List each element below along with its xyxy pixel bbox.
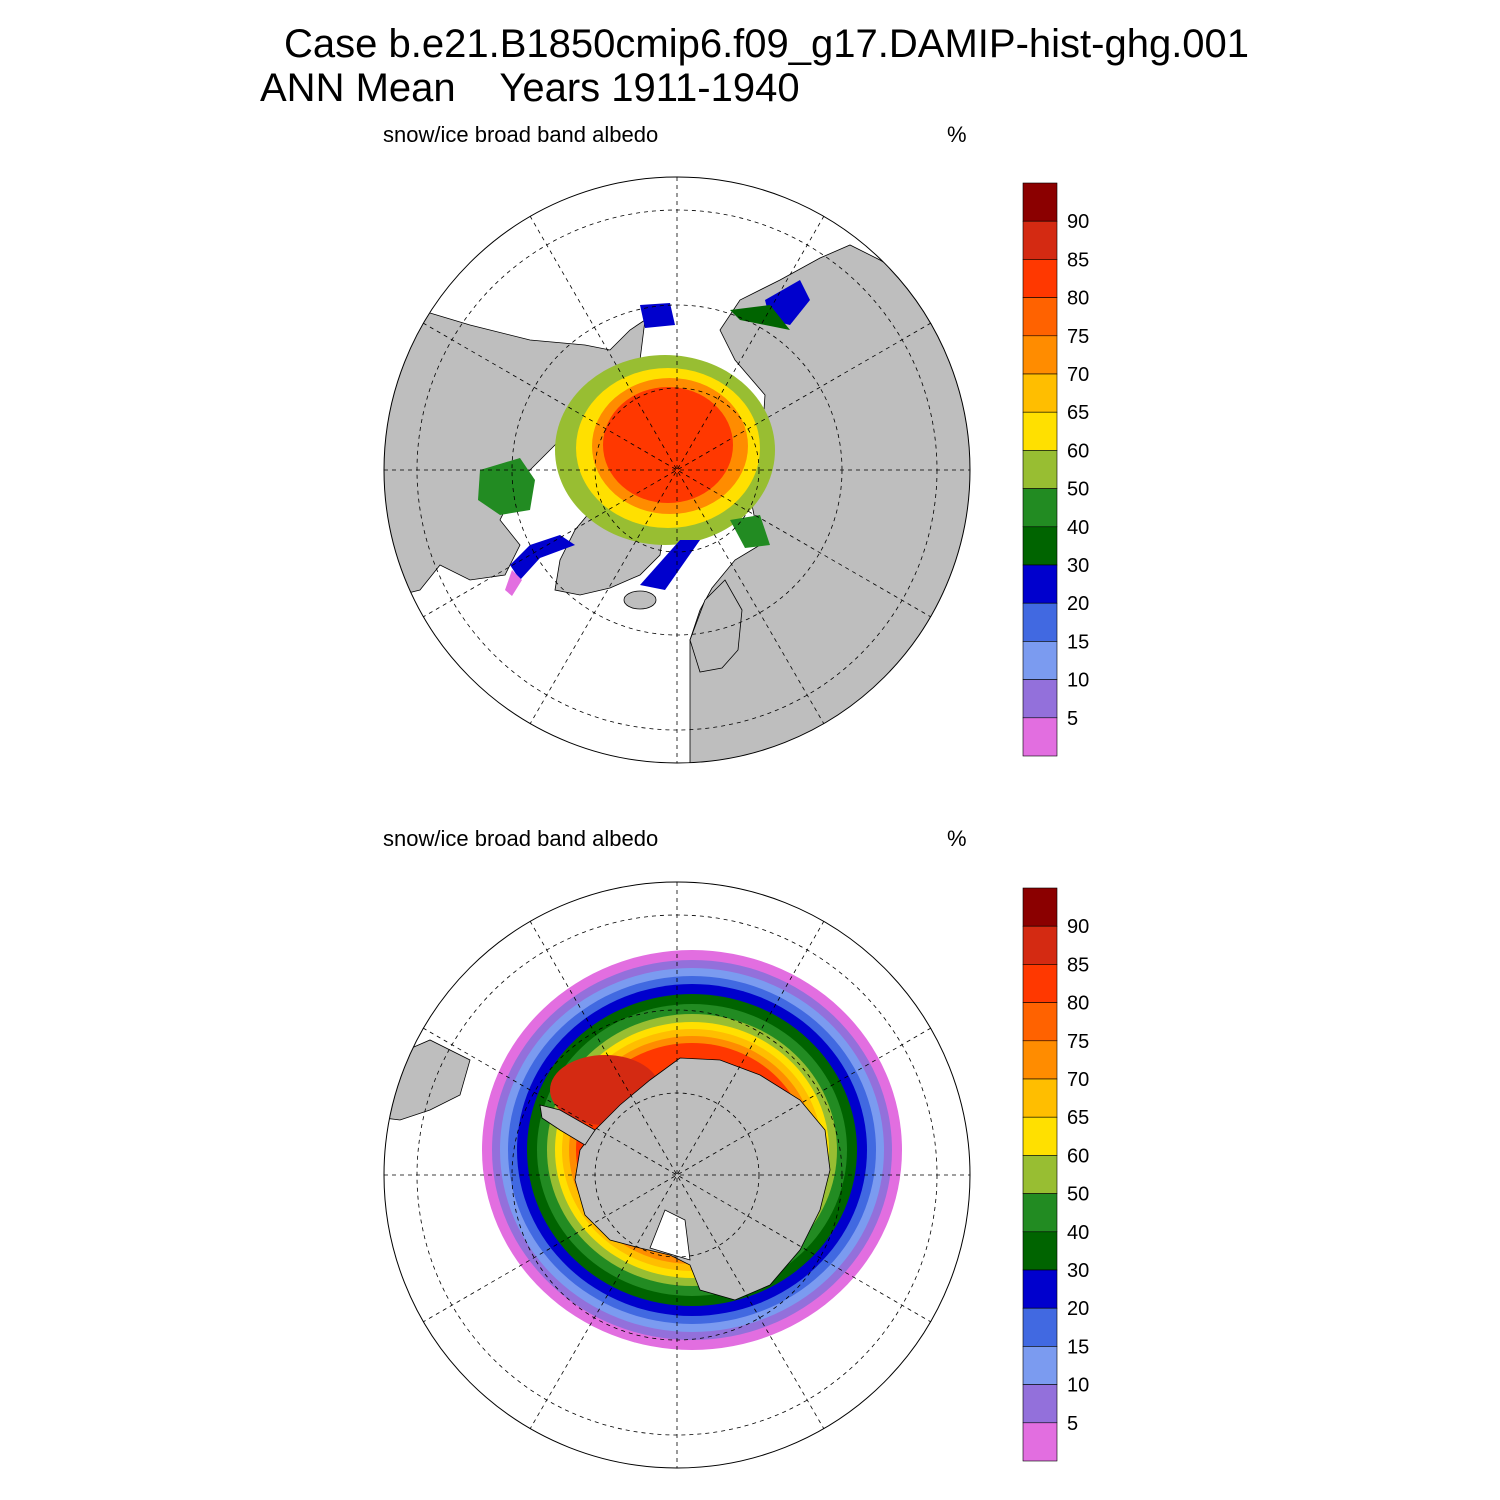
south-map-border [383,881,971,1469]
north-colorbar-label: 75 [1067,326,1089,348]
north-colorbar-box [1022,297,1058,337]
south-colorbar-box [1022,1384,1058,1424]
south-variable-label: snow/ice broad band albedo [383,826,659,851]
south-colorbar-box [1022,1269,1058,1309]
south-units-label: % [947,826,967,851]
south-colorbar-label: 75 [1067,1031,1089,1053]
south-colorbar-label: 10 [1067,1375,1089,1397]
north-colorbar-label: 5 [1067,708,1078,730]
south-colorbar-box [1022,1040,1058,1080]
north-colorbar-label: 15 [1067,631,1089,653]
south-land-antarctic-peninsula [539,1104,596,1146]
north-colorbar-box [1022,220,1058,260]
north-variable-label: snow/ice broad band albedo [383,122,659,147]
south-land-antarctica [574,1057,831,1301]
north-land-scandinavia [689,579,743,673]
south-colorbar-box [1022,964,1058,1003]
south-colorbar-box [1022,1231,1058,1271]
north-colorbar-label: 50 [1067,479,1089,501]
south-colorbar-box [1022,1078,1058,1118]
north-colorbar-label: 85 [1067,249,1089,271]
south-colorbar-label: 40 [1067,1222,1089,1244]
south-colorbar-box [1022,887,1058,927]
south-colorbar-label: 20 [1067,1298,1089,1320]
south-colorbar-label: 60 [1067,1145,1089,1167]
south-graticule [384,882,970,1468]
south-colorbar-box [1022,1002,1058,1042]
north-ice-greenland-sea [640,540,700,590]
north-colorbar-box [1022,679,1058,719]
north-ice-labrador-edge [505,570,522,596]
south-colorbar-box [1022,1193,1058,1233]
north-map-border [383,176,971,764]
south-colorbar-box [1022,1422,1058,1462]
north-ice-core-red [603,387,733,503]
south-colorbar-label: 90 [1067,916,1089,938]
south-colorbar-label: 85 [1067,954,1089,976]
south-colorbar-box [1022,1116,1058,1156]
north-colorbar-label: 80 [1067,288,1089,310]
north-colorbar-box [1022,602,1058,642]
south-colorbar: 90 85 80 75 70 65 60 50 40 30 20 15 10 5 [1022,887,1089,1462]
south-colorbar-label: 30 [1067,1260,1089,1282]
south-colorbar-label: 65 [1067,1107,1089,1129]
south-colorbar-label: 5 [1067,1413,1078,1435]
north-colorbar-box [1022,488,1058,528]
south-colorbar-label: 80 [1067,993,1089,1015]
north-colorbar-box [1022,564,1058,604]
north-colorbar: 90 85 80 75 70 65 60 50 40 30 20 15 10 5 [1022,182,1089,757]
north-colorbar-label: 40 [1067,517,1089,539]
south-colorbar-box [1022,1346,1058,1385]
north-colorbar-box [1022,450,1058,489]
north-colorbar-box [1022,259,1058,298]
south-colorbar-box [1022,925,1058,965]
north-ice-barents-band [730,515,770,548]
south-ross-notch [649,1209,691,1261]
north-ice-hudson-bay [478,458,535,515]
north-ice-labrador-band [510,535,575,580]
north-colorbar-box [1022,182,1058,222]
case-title: Case b.e21.B1850cmip6.f09_g17.DAMIP-hist… [284,22,1250,66]
north-colorbar-box [1022,717,1058,757]
north-colorbar-label: 20 [1067,593,1089,615]
north-ice-bering [640,303,675,328]
north-colorbar-label: 60 [1067,440,1089,462]
north-polar-map [383,176,971,764]
north-colorbar-label: 30 [1067,555,1089,577]
period-title: ANN Mean Years 1911-1940 [260,66,800,110]
south-colorbar-label: 50 [1067,1184,1089,1206]
north-colorbar-box [1022,411,1058,451]
north-land-iceland [623,590,657,610]
north-colorbar-box [1022,373,1058,413]
south-colorbar-label: 70 [1067,1069,1089,1091]
south-colorbar-box [1022,1307,1058,1347]
north-units-label: % [947,122,967,147]
north-colorbar-box [1022,641,1058,680]
north-colorbar-box [1022,335,1058,375]
north-graticule [384,177,970,763]
north-colorbar-label: 10 [1067,670,1089,692]
north-colorbar-label: 70 [1067,364,1089,386]
south-colorbar-label: 15 [1067,1336,1089,1358]
north-ice-okhotsk-green [730,305,790,330]
north-colorbar-label: 90 [1067,211,1089,233]
north-colorbar-label: 65 [1067,402,1089,424]
north-colorbar-box [1022,526,1058,566]
south-colorbar-box [1022,1155,1058,1194]
